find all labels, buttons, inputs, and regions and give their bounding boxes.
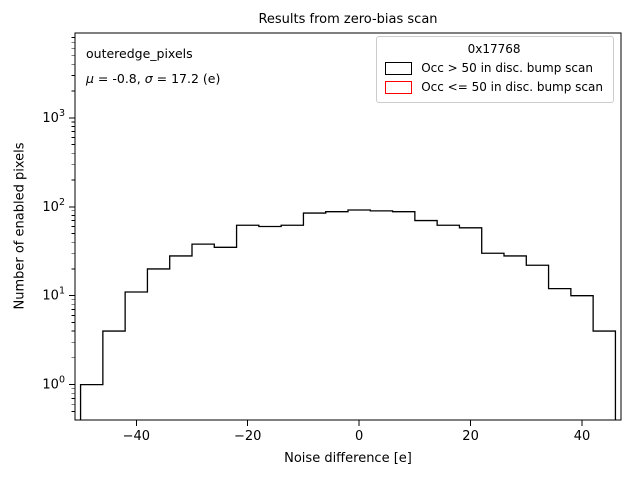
legend: 0x17768 Occ > 50 in disc. bump scan Occ … <box>376 36 614 103</box>
legend-label: Occ <= 50 in disc. bump scan <box>421 80 603 94</box>
x-tick-label: −40 <box>123 429 150 444</box>
x-tick-label: 40 <box>574 429 591 444</box>
annotation-dataset-label: outeredge_pixels <box>86 46 193 61</box>
plot-title: Results from zero-bias scan <box>258 12 438 27</box>
annotation-mu-sigma: μ = -0.8, σ = 17.2 (e) <box>86 66 220 91</box>
histogram-step-series-0 <box>79 209 617 420</box>
y-tick-label: 100 <box>42 375 65 393</box>
legend-swatch-red-histogram <box>385 80 413 94</box>
legend-title: 0x17768 <box>467 42 521 56</box>
mu-value: = -0.8, <box>93 71 145 86</box>
x-tick-label: 20 <box>462 429 479 444</box>
legend-label: Occ > 50 in disc. bump scan <box>421 61 593 75</box>
stats-annotation: outeredge_pixels μ = -0.8, σ = 17.2 (e) <box>86 41 220 91</box>
plot-frame <box>74 32 622 421</box>
legend-entry: Occ <= 50 in disc. bump scan <box>385 80 603 94</box>
x-tick-label: −20 <box>234 429 261 444</box>
y-axis-label: Number of enabled pixels <box>12 142 28 310</box>
sigma-value: = 17.2 (e) <box>152 71 221 86</box>
legend-entry: Occ > 50 in disc. bump scan <box>385 61 603 75</box>
x-axis-label: Noise difference [e] <box>284 451 412 466</box>
y-tick-label: 101 <box>42 286 65 304</box>
x-tick-label: 0 <box>355 429 363 444</box>
y-tick-label: 103 <box>42 108 65 126</box>
mu-symbol: μ <box>86 71 94 86</box>
legend-swatch-black-histogram <box>385 61 413 75</box>
sigma-symbol: σ <box>144 71 153 86</box>
y-tick-label: 102 <box>42 197 65 215</box>
